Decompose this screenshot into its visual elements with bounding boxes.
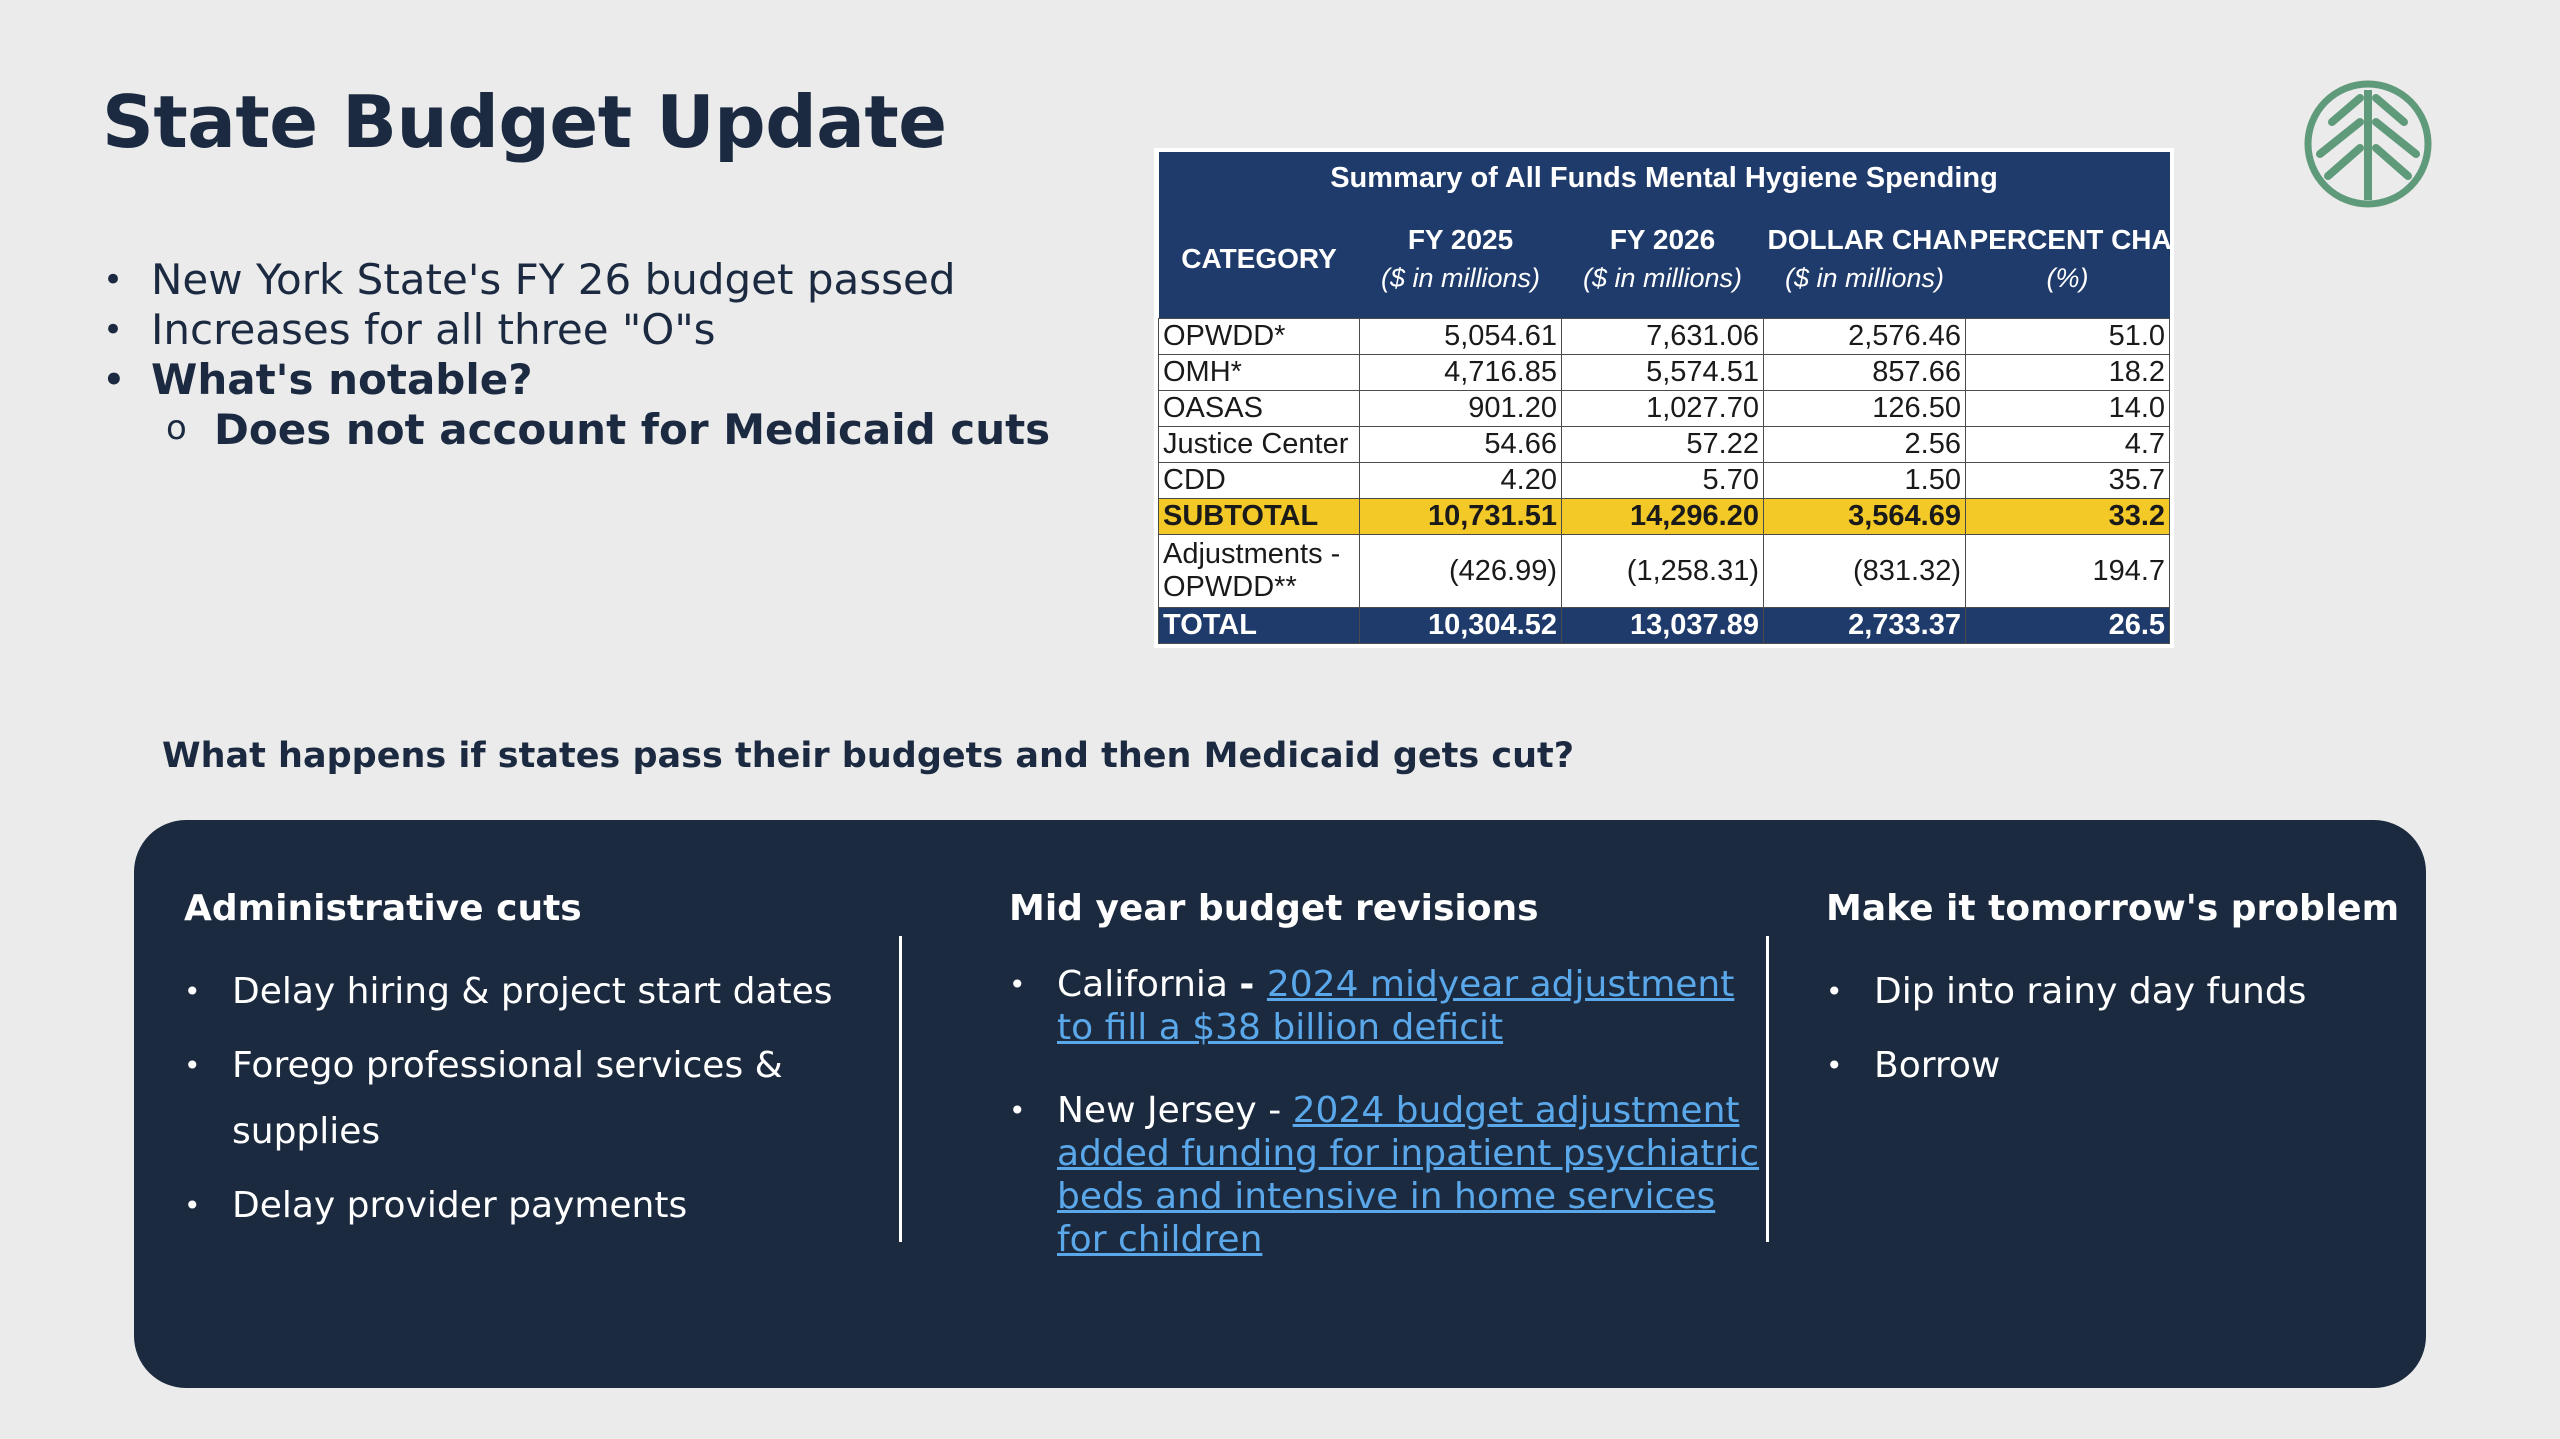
column-divider (1766, 936, 1769, 1242)
summary-bullets: New York State's FY 26 budget passed Inc… (100, 255, 1050, 455)
state-name: New Jersey (1057, 1090, 1269, 1131)
list-item: New Jersey - 2024 budget adjustment adde… (1009, 1089, 1769, 1261)
cell-fy2025: 10,304.52 (1359, 607, 1562, 644)
cell-category: OASAS (1158, 390, 1360, 427)
cell-fy2026: 57.22 (1561, 426, 1764, 463)
table-row: Justice Center 54.66 57.22 2.56 4.7 (1158, 426, 2171, 463)
header-percent-change: PERCENT CHANGE(%) (1965, 200, 2170, 319)
cell-percent-change: 4.7 (1964, 426, 2171, 463)
cell-percent-change: 35.7 (1964, 462, 2171, 499)
separator: - (1239, 964, 1267, 1005)
tomorrows-problem-column: Make it tomorrow's problem Dip into rain… (1826, 888, 2400, 1107)
cell-fy2025: (426.99) (1359, 534, 1562, 608)
cell-fy2025: 901.20 (1359, 390, 1562, 427)
cell-fy2026: (1,258.31) (1561, 534, 1764, 608)
cell-percent-change: 33.2 (1964, 498, 2171, 535)
cell-percent-change: 194.7 (1964, 534, 2171, 608)
header-fy2026: FY 2026 ($ in millions) (1561, 200, 1764, 319)
cell-category: OMH* (1158, 354, 1360, 391)
cell-category: SUBTOTAL (1158, 498, 1360, 535)
cell-fy2026: 7,631.06 (1561, 318, 1764, 355)
cell-fy2025: 10,731.51 (1359, 498, 1562, 535)
new-jersey-adjustment-link[interactable]: 2024 budget adjustment added funding for… (1057, 1090, 1760, 1260)
table-row: OPWDD* 5,054.61 7,631.06 2,576.46 51.0 (1158, 318, 2171, 355)
cell-category: Adjustments - OPWDD** (1158, 534, 1360, 608)
cell-category: CDD (1158, 462, 1360, 499)
options-panel: Administrative cuts Delay hiring & proje… (134, 820, 2426, 1388)
cell-fy2026: 5,574.51 (1561, 354, 1764, 391)
table-row: OASAS 901.20 1,027.70 126.50 14.0 (1158, 390, 2171, 427)
column-divider (899, 936, 902, 1242)
tree-leaf-logo-icon (2304, 80, 2432, 208)
cell-category: Justice Center (1158, 426, 1360, 463)
sub-bullet-medicaid-cuts: Does not account for Medicaid cuts (100, 403, 1050, 455)
cell-percent-change: 14.0 (1964, 390, 2171, 427)
list-item: Dip into rainy day funds (1826, 959, 2386, 1025)
mental-hygiene-spending-table: Summary of All Funds Mental Hygiene Spen… (1153, 148, 2175, 648)
cell-fy2025: 5,054.61 (1359, 318, 1562, 355)
cell-dollar-change: 2,733.37 (1763, 607, 1966, 644)
cell-fy2025: 4.20 (1359, 462, 1562, 499)
state-name: California (1057, 964, 1240, 1005)
header-dollar-change: DOLLAR CHANGE($ in millions) (1763, 200, 1966, 319)
california-adjustment-link[interactable]: 2024 midyear adjustment to fill a $38 bi… (1057, 964, 1735, 1048)
subtotal-row: SUBTOTAL 10,731.51 14,296.20 3,564.69 33… (1158, 498, 2171, 535)
column-heading: Mid year budget revisions (1009, 888, 1539, 929)
medicaid-question: What happens if states pass their budget… (162, 736, 1575, 776)
cell-dollar-change: 1.50 (1763, 462, 1966, 499)
slide-title: State Budget Update (102, 80, 947, 164)
table-row: CDD 4.20 5.70 1.50 35.7 (1158, 462, 2171, 499)
column-heading: Make it tomorrow's problem (1826, 888, 2400, 929)
cell-fy2025: 54.66 (1359, 426, 1562, 463)
bullet-budget-passed: New York State's FY 26 budget passed (100, 255, 1050, 305)
cell-category: OPWDD* (1158, 318, 1360, 355)
cell-fy2026: 14,296.20 (1561, 498, 1764, 535)
cell-percent-change: 51.0 (1964, 318, 2171, 355)
cell-category: TOTAL (1158, 607, 1360, 644)
list-item: Delay provider payments (184, 1173, 884, 1239)
cell-percent-change: 18.2 (1964, 354, 2171, 391)
cell-dollar-change: (831.32) (1763, 534, 1966, 608)
cell-fy2026: 5.70 (1561, 462, 1764, 499)
cell-dollar-change: 126.50 (1763, 390, 1966, 427)
list-item: Delay hiring & project start dates (184, 959, 884, 1025)
cell-fy2026: 13,037.89 (1561, 607, 1764, 644)
cell-dollar-change: 857.66 (1763, 354, 1966, 391)
bullet-whats-notable: What's notable? (100, 355, 1050, 405)
cell-fy2025: 4,716.85 (1359, 354, 1562, 391)
cell-percent-change: 26.5 (1964, 607, 2171, 644)
list-item: Forego professional services & supplies (184, 1033, 884, 1165)
separator: - (1268, 1090, 1293, 1131)
header-fy2025: FY 2025 ($ in millions) (1359, 200, 1562, 319)
cell-dollar-change: 2.56 (1763, 426, 1966, 463)
cell-dollar-change: 3,564.69 (1763, 498, 1966, 535)
cell-dollar-change: 2,576.46 (1763, 318, 1966, 355)
bullet-increases: Increases for all three "O"s (100, 305, 1050, 355)
total-row: TOTAL 10,304.52 13,037.89 2,733.37 26.5 (1158, 607, 2171, 644)
column-heading: Administrative cuts (184, 888, 582, 929)
cell-fy2026: 1,027.70 (1561, 390, 1764, 427)
table-row: OMH* 4,716.85 5,574.51 857.66 18.2 (1158, 354, 2171, 391)
adjustments-row: Adjustments - OPWDD** (426.99) (1,258.31… (1158, 534, 2171, 608)
list-item: California - 2024 midyear adjustment to … (1009, 963, 1769, 1049)
administrative-cuts-column: Administrative cuts Delay hiring & proje… (184, 888, 884, 1247)
mid-year-revisions-column: Mid year budget revisions California - 2… (1009, 888, 1769, 1301)
list-item: Borrow (1826, 1033, 2386, 1099)
table-caption: Summary of All Funds Mental Hygiene Spen… (1158, 152, 2170, 200)
header-category: CATEGORY (1158, 200, 1360, 319)
